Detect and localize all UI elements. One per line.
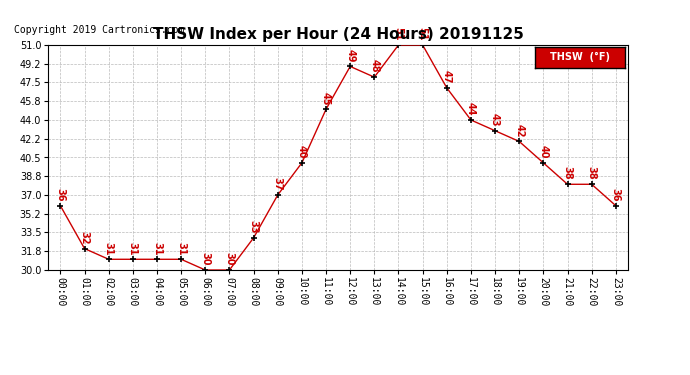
Text: 36: 36	[55, 188, 66, 201]
Text: 31: 31	[176, 242, 186, 255]
Text: 38: 38	[562, 166, 573, 180]
Text: 51: 51	[417, 27, 428, 41]
Text: 37: 37	[273, 177, 283, 191]
Text: 48: 48	[369, 59, 380, 73]
Text: 31: 31	[104, 242, 114, 255]
Text: 30: 30	[224, 252, 235, 266]
Text: 33: 33	[248, 220, 259, 234]
Text: 42: 42	[514, 124, 524, 137]
Text: 44: 44	[466, 102, 476, 116]
Title: THSW Index per Hour (24 Hours) 20191125: THSW Index per Hour (24 Hours) 20191125	[152, 27, 524, 42]
Text: 31: 31	[128, 242, 138, 255]
Text: 30: 30	[200, 252, 210, 266]
Text: 49: 49	[345, 49, 355, 62]
Text: 47: 47	[442, 70, 452, 84]
Text: 38: 38	[586, 166, 597, 180]
Text: 40: 40	[297, 145, 307, 159]
Text: 32: 32	[79, 231, 90, 244]
Text: 31: 31	[152, 242, 162, 255]
Text: 40: 40	[538, 145, 549, 159]
Text: 43: 43	[490, 113, 500, 126]
Text: Copyright 2019 Cartronics.com: Copyright 2019 Cartronics.com	[14, 25, 184, 35]
Text: 36: 36	[611, 188, 621, 201]
Text: 45: 45	[321, 92, 331, 105]
Text: 51: 51	[393, 27, 404, 41]
